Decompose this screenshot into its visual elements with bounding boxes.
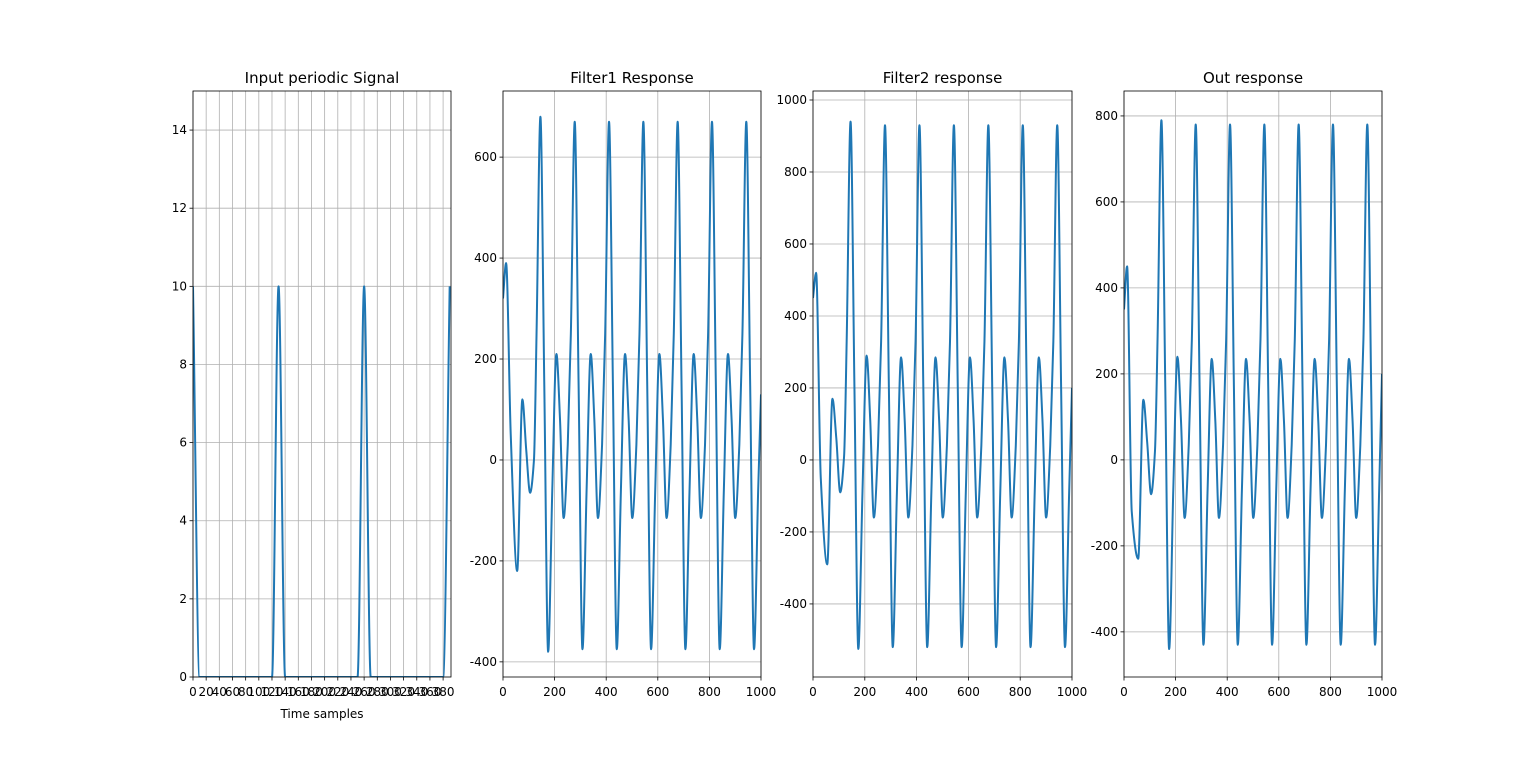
- y-tick-label: 400: [474, 251, 497, 265]
- x-tick-label: 60: [225, 685, 240, 699]
- subplot: -400 -200 0 200 400 600 800 0 200 400 600 800 1000 Ou…: [1091, 69, 1398, 699]
- subplot: -400 -200 0 200 400 600 800 1000 0 200 400 600 800 10…: [776, 69, 1087, 699]
- x-tick-label: 400: [1216, 685, 1239, 699]
- y-tick-label: -400: [1091, 625, 1118, 639]
- y-tick-label: 8: [179, 357, 187, 371]
- x-tick-label: 160: [287, 685, 310, 699]
- x-tick-label: 240: [340, 685, 363, 699]
- x-tick-label: 300: [379, 685, 402, 699]
- x-tick-label: 600: [646, 685, 669, 699]
- y-tick-label: 200: [1095, 367, 1118, 381]
- x-tick-label: 200: [313, 685, 336, 699]
- x-tick-label: 260: [353, 685, 376, 699]
- x-tick-label: 180: [300, 685, 323, 699]
- y-tick-label: 600: [784, 237, 807, 251]
- x-tick-label: 0: [809, 685, 817, 699]
- y-tick-label: -400: [470, 655, 497, 669]
- x-tick-label: 320: [392, 685, 415, 699]
- x-tick-label: 1000: [1057, 685, 1088, 699]
- x-tick-label: 200: [1164, 685, 1187, 699]
- x-tick-label: 20: [199, 685, 214, 699]
- subplot-title: Filter2 response: [883, 69, 1003, 87]
- y-tick-label: 0: [799, 453, 807, 467]
- y-tick-label: 200: [784, 381, 807, 395]
- x-tick-label: 380: [432, 685, 455, 699]
- x-tick-label: 800: [1009, 685, 1032, 699]
- y-tick-label: 1000: [776, 93, 807, 107]
- y-tick-label: 4: [179, 514, 187, 528]
- y-tick-label: 800: [1095, 109, 1118, 123]
- subplot-title: Input periodic Signal: [245, 69, 400, 87]
- line: [1124, 119, 1382, 651]
- axes-frame: [192, 90, 452, 678]
- y-tick-label: -200: [780, 525, 807, 539]
- x-tick-label: 0: [189, 685, 197, 699]
- y-tick-label: 400: [1095, 281, 1118, 295]
- x-tick-label: 340: [405, 685, 428, 699]
- x-tick-label: 0: [1120, 685, 1128, 699]
- subplot: -400 -200 0 200 400 600 0 200 400 600 800 1000 Filte…: [470, 69, 777, 699]
- y-tick-label: 200: [474, 352, 497, 366]
- y-tick-label: 10: [172, 279, 187, 293]
- x-tick-label: 220: [326, 685, 349, 699]
- y-tick-label: 0: [1110, 453, 1118, 467]
- x-tick-label: 600: [1267, 685, 1290, 699]
- x-tick-label: 80: [238, 685, 253, 699]
- x-tick-label: 0: [499, 685, 507, 699]
- x-tick-label: 360: [418, 685, 441, 699]
- y-tick-label: -400: [780, 597, 807, 611]
- x-tick-label: 1000: [1367, 685, 1398, 699]
- x-tick-label: 280: [366, 685, 389, 699]
- y-tick-label: 0: [179, 670, 187, 684]
- y-tick-label: 400: [784, 309, 807, 323]
- line: [813, 120, 1072, 650]
- axes-frame: [812, 90, 1073, 678]
- y-tick-label: 14: [172, 123, 187, 137]
- x-tick-label: 400: [595, 685, 618, 699]
- x-tick-label: 800: [1319, 685, 1342, 699]
- x-axis-label: Time samples: [279, 707, 363, 721]
- y-tick-label: -200: [1091, 539, 1118, 553]
- x-tick-label: 40: [212, 685, 227, 699]
- subplot-title: Filter1 Response: [570, 69, 694, 87]
- subplot-title: Out response: [1203, 69, 1303, 87]
- x-tick-label: 1000: [746, 685, 777, 699]
- y-tick-label: 800: [784, 165, 807, 179]
- y-tick-label: 0: [489, 453, 497, 467]
- y-tick-label: 600: [474, 150, 497, 164]
- x-tick-label: 140: [274, 685, 297, 699]
- x-tick-label: 600: [957, 685, 980, 699]
- x-tick-label: 200: [543, 685, 566, 699]
- y-tick-label: -200: [470, 554, 497, 568]
- x-tick-label: 400: [905, 685, 928, 699]
- y-tick-label: 600: [1095, 195, 1118, 209]
- y-tick-label: 6: [179, 436, 187, 450]
- y-tick-label: 2: [179, 592, 187, 606]
- axes-frame: [502, 90, 762, 678]
- x-tick-label: 100: [247, 685, 270, 699]
- x-tick-label: 200: [853, 685, 876, 699]
- x-tick-label: 120: [261, 685, 284, 699]
- line: [503, 115, 761, 653]
- y-tick-label: 12: [172, 201, 187, 215]
- axes-frame: [1123, 90, 1383, 678]
- x-tick-label: 800: [698, 685, 721, 699]
